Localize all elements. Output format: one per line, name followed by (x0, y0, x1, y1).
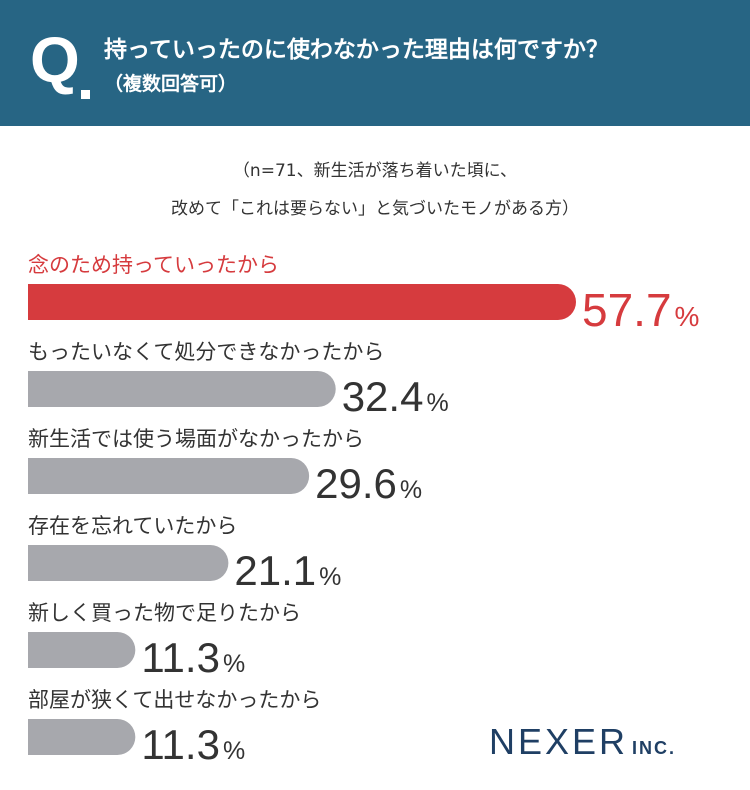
value-unit: % (223, 650, 245, 678)
nexer-logo: NEXER INC. (489, 722, 676, 768)
value-number: 57.7 (582, 284, 672, 336)
value-number: 11.3 (141, 721, 220, 768)
value-unit: % (426, 389, 448, 417)
bar-square-end (28, 545, 64, 581)
value-unit: % (223, 737, 245, 765)
value-unit: % (400, 476, 422, 504)
value-label: 29.6% (315, 460, 422, 507)
question-text: 持っていったのに使わなかった理由は何ですか？ （複数回答可） (104, 33, 609, 101)
value-number: 21.1 (234, 547, 316, 594)
value-label: 11.3% (141, 721, 245, 768)
q-dot (81, 90, 90, 99)
category-label: 部屋が狭くて出せなかったから (28, 688, 321, 712)
value-label: 21.1% (234, 547, 341, 594)
value-number: 11.3 (141, 634, 220, 681)
sample-note-line1: （n=71、新生活が落ち着いた頃に、 (232, 161, 518, 181)
bar (28, 545, 229, 581)
logo-main: NEXER (489, 721, 629, 762)
value-number: 32.4 (342, 373, 424, 420)
category-label: 新生活では使う場面がなかったから (28, 427, 364, 451)
logo-sub: INC. (632, 738, 677, 758)
bar-square-end (28, 284, 64, 320)
bar-square-end (28, 458, 64, 494)
bar-square-end (28, 632, 64, 668)
value-number: 29.6 (315, 460, 397, 507)
question-subtitle: （複数回答可） (104, 73, 238, 95)
category-label: 存在を忘れていたから (28, 514, 237, 538)
category-label: 新しく買った物で足りたから (28, 601, 301, 625)
value-label: 57.7% (582, 284, 699, 336)
value-unit: % (675, 301, 700, 332)
bar (28, 371, 336, 407)
bar (28, 458, 310, 494)
question-header: Q 持っていったのに使わなかった理由は何ですか？ （複数回答可） (0, 0, 750, 126)
value-unit: % (319, 563, 341, 591)
question-title: 持っていったのに使わなかった理由は何ですか？ (104, 37, 609, 63)
value-label: 11.3% (141, 634, 245, 681)
bar (28, 284, 576, 320)
sample-note: （n=71、新生活が落ち着いた頃に、 改めて「これは要らない」と気づいたモノがあ… (0, 152, 750, 228)
value-label: 32.4% (342, 373, 449, 420)
q-mark: Q (30, 24, 80, 96)
bar-square-end (28, 719, 64, 755)
category-label: もったいなくて処分できなかったから (28, 340, 384, 364)
category-label: 念のため持っていったから (28, 253, 279, 277)
sample-note-line2: 改めて「これは要らない」と気づいたモノがある方） (171, 199, 579, 219)
bar-square-end (28, 371, 64, 407)
